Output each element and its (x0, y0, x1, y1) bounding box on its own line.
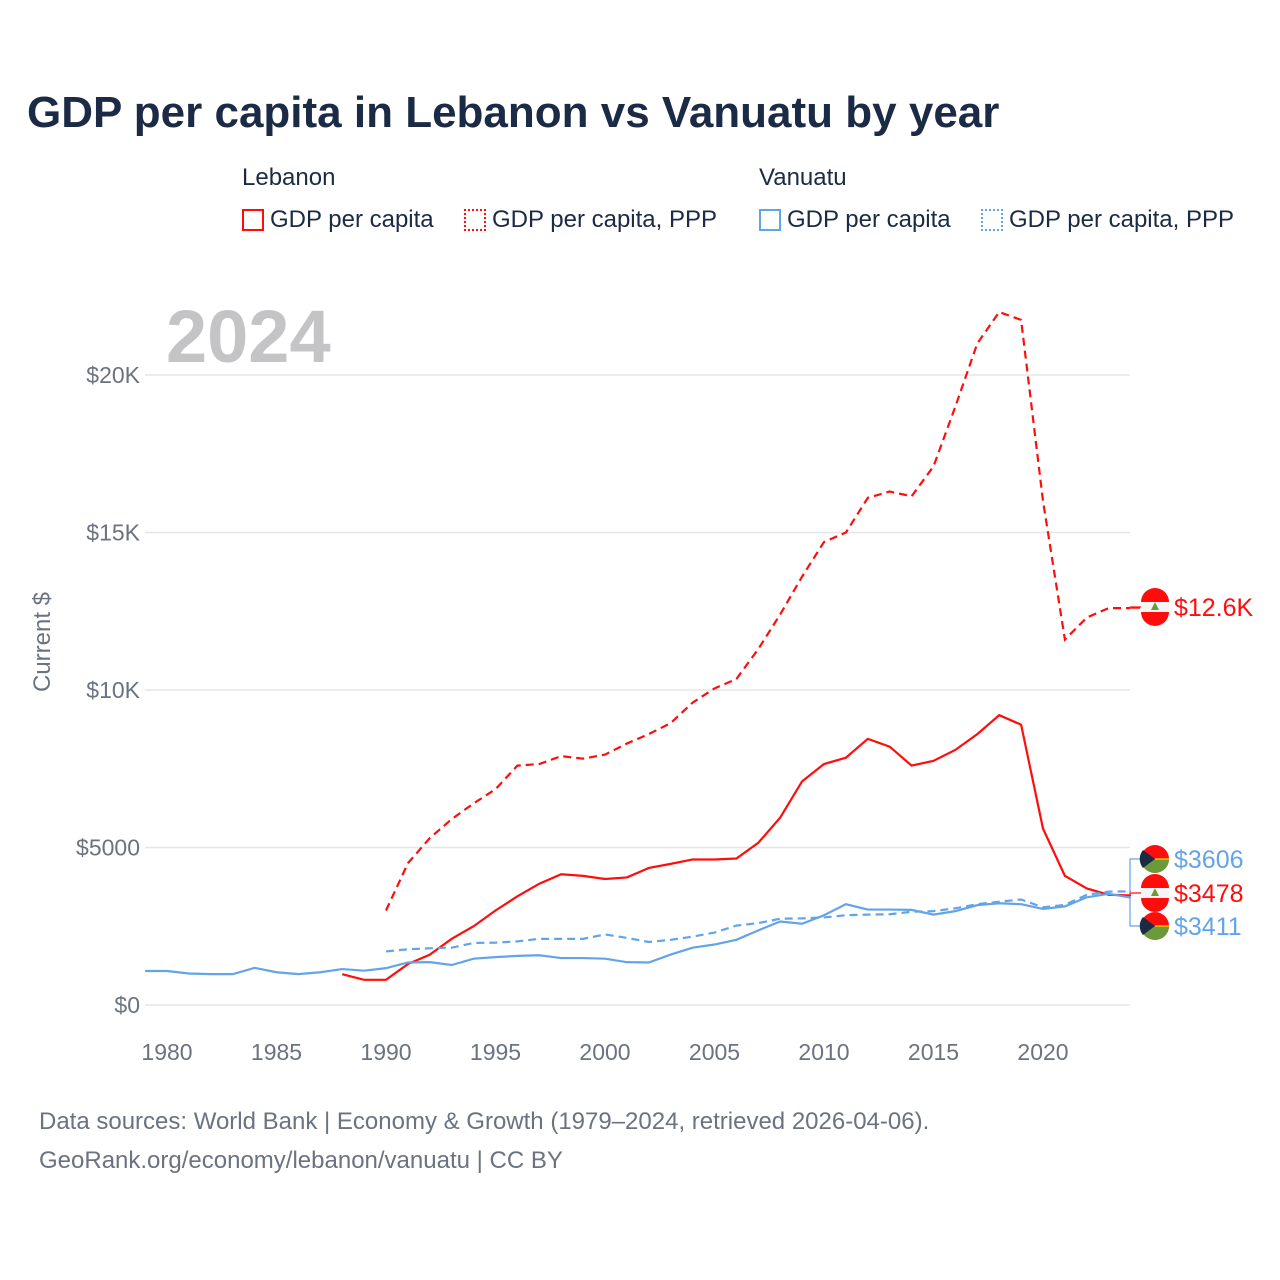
legend-label: GDP per capita (787, 206, 951, 233)
footer-link[interactable]: GeoRank.org/economy/lebanon/vanuatu | CC… (39, 1147, 563, 1174)
legend-label: GDP per capita, PPP (492, 206, 717, 233)
y-tick-label: $5000 (76, 835, 140, 861)
end-value-label: $3478 (1174, 880, 1244, 908)
legend-group-vanuatu: Vanuatu (759, 164, 847, 191)
legend-label: GDP per capita (270, 206, 434, 233)
y-axis-label: Current $ (29, 592, 56, 692)
x-tick-label: 1985 (251, 1039, 302, 1065)
series-line-2 (145, 892, 1131, 976)
series-line-0 (341, 713, 1131, 981)
legend-lebanon-gdp[interactable]: GDP per capita (242, 206, 434, 234)
x-tick-label: 2000 (579, 1039, 630, 1065)
legend-label: GDP per capita, PPP (1009, 206, 1234, 233)
end-value-label: $12.6K (1174, 594, 1254, 622)
end-value-label: $3606 (1174, 846, 1244, 874)
x-tick-label: 1995 (470, 1039, 521, 1065)
year-watermark: 2024 (166, 295, 331, 378)
series-line-1 (385, 310, 1131, 911)
y-tick-label: $10K (86, 677, 140, 703)
end-label-connector (1129, 858, 1141, 893)
end-value-label: $3411 (1174, 913, 1242, 941)
legend-swatch-dotted (981, 209, 1003, 231)
chart-title: GDP per capita in Lebanon vs Vanuatu by … (27, 88, 1000, 137)
vanuatu-flag-icon (1139, 912, 1169, 940)
x-tick-label: 2020 (1017, 1039, 1068, 1065)
legend-swatch-dotted (464, 209, 486, 231)
lebanon-flag-icon (1141, 588, 1169, 626)
x-tick-label: 2010 (798, 1039, 849, 1065)
x-tick-label: 2005 (689, 1039, 740, 1065)
x-tick-label: 2015 (908, 1039, 959, 1065)
legend-lebanon-ppp[interactable]: GDP per capita, PPP (464, 206, 717, 234)
y-tick-label: $20K (86, 362, 140, 388)
end-label-connector (1129, 896, 1141, 927)
x-tick-label: 1990 (360, 1039, 411, 1065)
y-tick-label: $15K (86, 520, 140, 546)
x-tick-label: 1980 (141, 1039, 192, 1065)
legend-group-lebanon: Lebanon (242, 164, 336, 191)
lebanon-flag-icon (1141, 874, 1169, 912)
legend-vanuatu-ppp[interactable]: GDP per capita, PPP (981, 206, 1234, 234)
y-tick-label: $0 (114, 992, 140, 1018)
vanuatu-flag-icon (1139, 845, 1169, 873)
legend-swatch-solid (242, 209, 264, 231)
end-label-connector (1129, 892, 1141, 897)
legend-swatch-solid (759, 209, 781, 231)
end-label-connector (1129, 606, 1141, 609)
series-line-3 (385, 890, 1131, 953)
footer-sources: Data sources: World Bank | Economy & Gro… (39, 1108, 930, 1135)
legend-vanuatu-gdp[interactable]: GDP per capita (759, 206, 951, 234)
